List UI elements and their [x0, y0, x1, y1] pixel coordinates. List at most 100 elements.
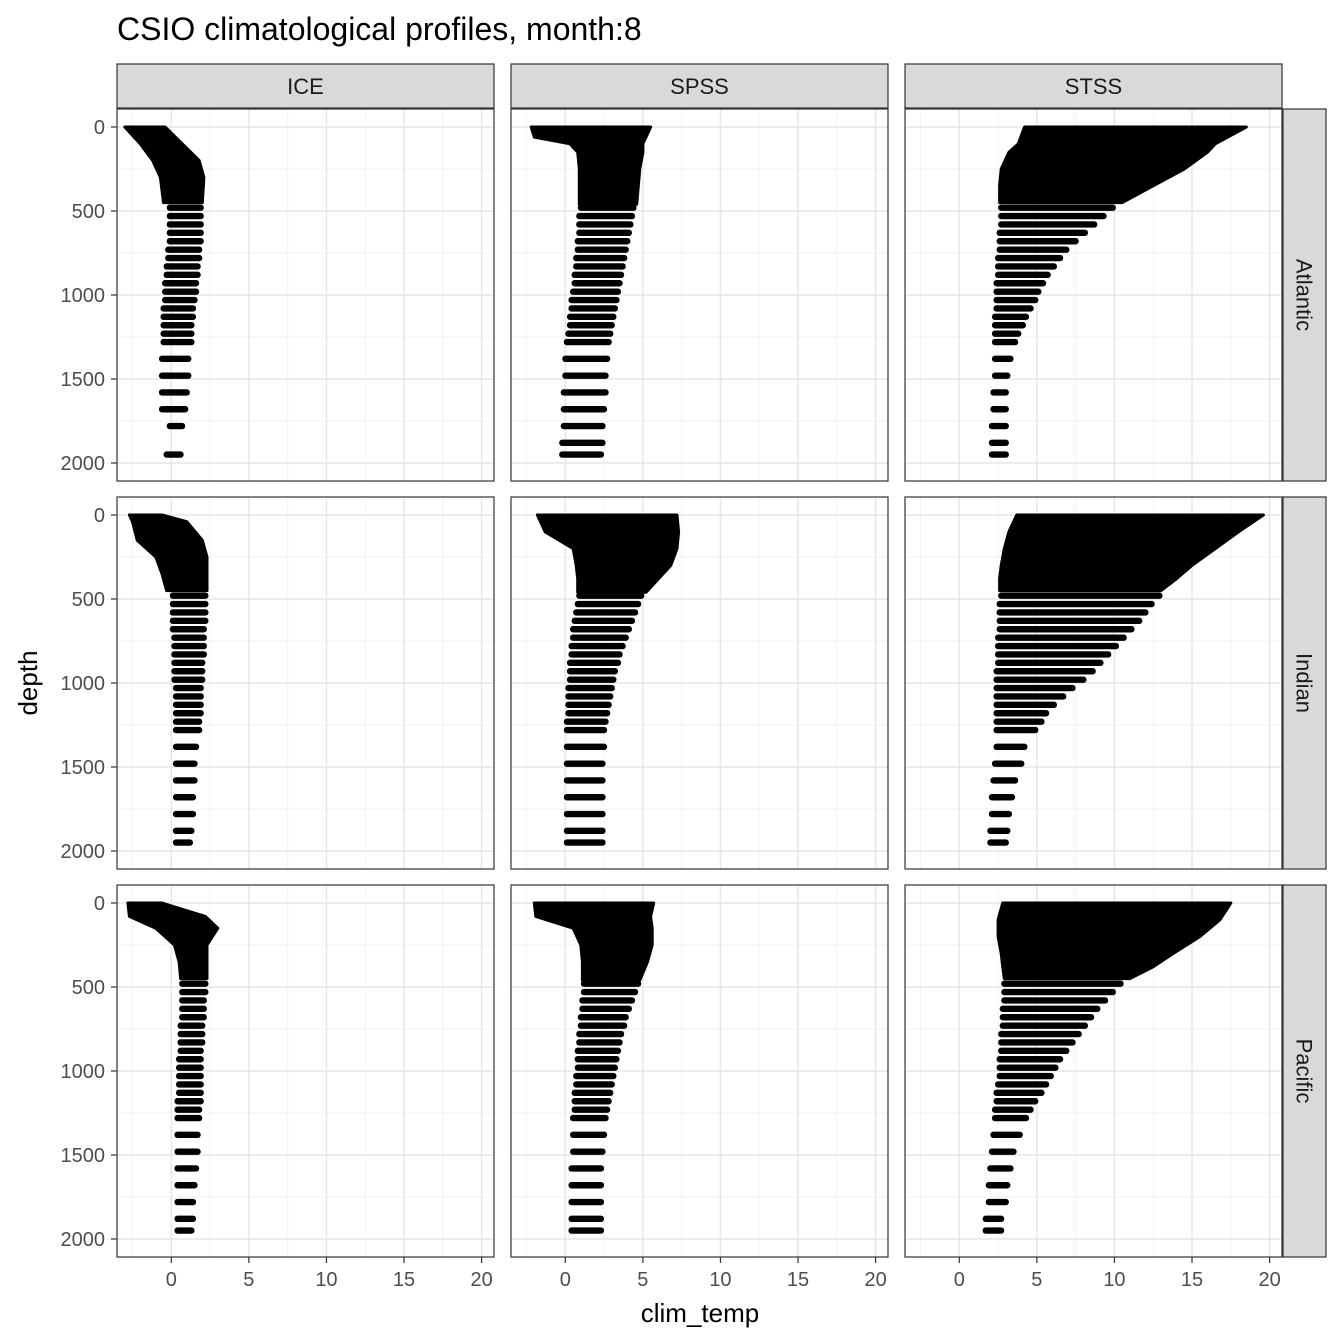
depth-level-points [172, 827, 195, 835]
facet-column-label: SPSS [670, 74, 729, 99]
depth-level-points [991, 1114, 1030, 1122]
points-ice-pacific [126, 901, 220, 1234]
depth-level-points [158, 355, 192, 363]
depth-level-points [991, 322, 1026, 329]
depth-level-points [993, 288, 1042, 295]
facet-row-label: Pacific [1292, 1039, 1317, 1104]
depth-level-points [174, 1227, 195, 1234]
facet-row-label: Atlantic [1292, 259, 1317, 331]
y-tick-label: 1000 [61, 285, 106, 307]
depth-level-points [172, 684, 204, 692]
facet-strip-pacific [1282, 884, 1327, 1258]
panel-border [904, 108, 1283, 482]
depth-level-points [560, 389, 609, 396]
depth-level-points [162, 280, 200, 287]
depth-level-points [174, 1182, 198, 1189]
depth-level-points [559, 439, 606, 447]
depth-level-points [573, 263, 626, 270]
depth-level-points [176, 1056, 204, 1063]
depth-level-points [991, 760, 1025, 767]
depth-level-points [996, 600, 1155, 608]
depth-level-points [577, 1022, 628, 1029]
depth-level-points [995, 659, 1104, 667]
depth-level-points [179, 988, 209, 996]
depth-level-points [998, 221, 1098, 228]
depth-level-points [996, 229, 1089, 237]
points-spss-atlantic [529, 125, 653, 458]
facet-strip-stss [904, 63, 1283, 109]
depth-level-points [570, 288, 622, 295]
depth-level-points [987, 839, 1009, 846]
depth-level-points [998, 1047, 1070, 1055]
depth-level-points [566, 322, 615, 329]
depth-level-points [158, 406, 189, 413]
depth-level-points [172, 794, 197, 801]
gridlines [511, 109, 888, 481]
depth-level-points [174, 1106, 203, 1113]
y-tick-label: 1500 [61, 369, 106, 391]
depth-level-points [985, 1182, 1011, 1189]
y-tick-label: 0 [94, 505, 105, 527]
x-tick-label: 10 [1103, 1269, 1125, 1291]
gridlines [511, 497, 888, 869]
facet-column-label: ICE [287, 74, 324, 99]
depth-level-points [993, 280, 1047, 287]
depth-level-points [174, 1114, 203, 1122]
depth-level-points [982, 1215, 1005, 1223]
depth-level-points [573, 609, 639, 616]
depth-level-points [162, 296, 198, 304]
facet-column-label: STSS [1065, 74, 1122, 99]
depth-level-points [996, 238, 1079, 245]
depth-level-points [171, 659, 206, 667]
depth-level-points [985, 1198, 1009, 1206]
depth-level-points [990, 389, 1009, 396]
depth-level-points [174, 1148, 201, 1155]
depth-level-points [987, 1165, 1014, 1172]
depth-level-points [171, 634, 207, 641]
y-tick-label: 2000 [61, 453, 106, 475]
depth-level-points [172, 710, 204, 717]
x-tick-label: 10 [315, 1269, 337, 1291]
depth-level-points [179, 980, 209, 987]
depth-level-points [171, 642, 207, 650]
depth-level-points [172, 839, 193, 846]
depth-level-points [993, 668, 1096, 675]
depth-level-points [165, 254, 203, 262]
depth-level-points [577, 1014, 629, 1021]
y-tick-label: 1500 [61, 1145, 106, 1167]
depth-level-points [172, 718, 203, 725]
depth-level-points [563, 810, 606, 818]
depth-level-points [563, 338, 612, 346]
depth-level-points [574, 238, 631, 245]
depth-level-points [993, 701, 1057, 709]
depth-level-points [166, 221, 204, 228]
depth-level-points [563, 726, 608, 734]
surface-point-cloud [998, 125, 1248, 205]
x-tick-label: 5 [1031, 1269, 1042, 1291]
depth-level-points [163, 263, 201, 270]
depth-level-points [999, 1014, 1095, 1021]
x-tick-label: 10 [709, 1269, 731, 1291]
gridlines [905, 885, 1282, 1257]
depth-level-points [162, 288, 200, 295]
depth-level-points [177, 1030, 206, 1038]
depth-level-points [169, 592, 209, 599]
depth-level-points [990, 406, 1009, 413]
chart-title: CSIO climatological profiles, month:8 [117, 11, 642, 47]
y-tick-label: 0 [94, 893, 105, 915]
depth-level-points [171, 651, 207, 658]
depth-level-points [571, 1089, 614, 1097]
depth-level-points [158, 389, 190, 396]
depth-level-points [993, 305, 1034, 312]
y-tick-label: 1000 [61, 1061, 106, 1083]
x-axis-label: clim_temp [641, 1298, 759, 1328]
depth-level-points [993, 684, 1076, 692]
depth-level-points [576, 229, 632, 237]
depth-level-points [574, 246, 629, 253]
depth-level-points [995, 263, 1057, 270]
y-tick-label: 2000 [61, 841, 106, 863]
depth-level-points [988, 439, 1009, 447]
depth-level-points [562, 355, 611, 363]
points-stss-indian [987, 513, 1265, 846]
facet-strip-ice [116, 63, 495, 109]
